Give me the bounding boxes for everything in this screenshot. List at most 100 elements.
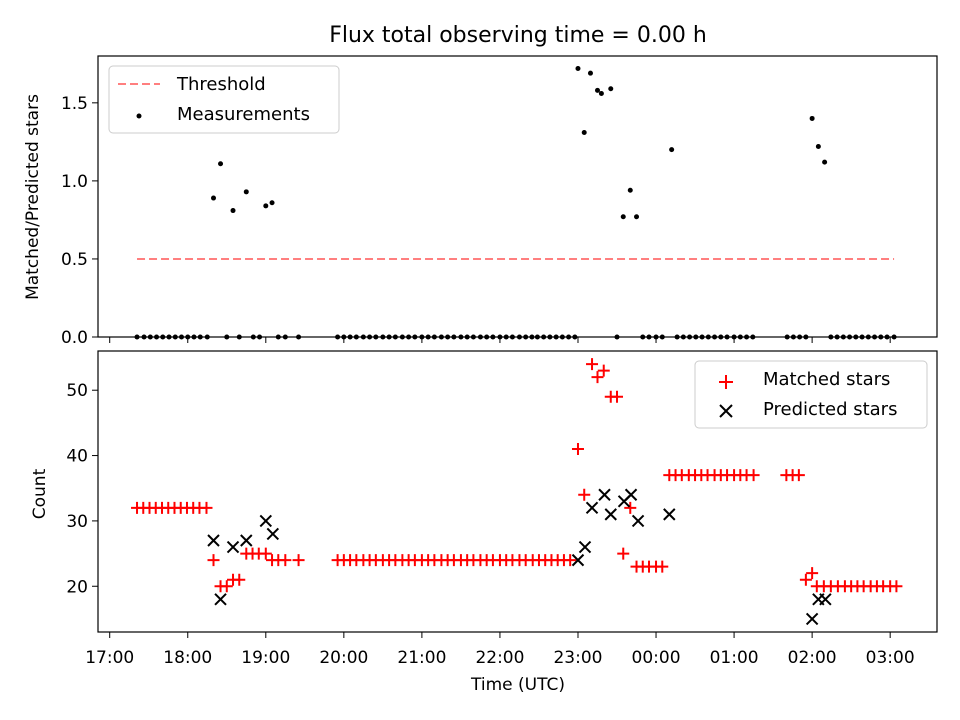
ratio-panel-y-axis: 0.0 0.5 1.0 1.5 bbox=[61, 94, 98, 348]
predicted-star-point bbox=[631, 514, 645, 528]
ratio-panel: 0.0 0.5 1.0 1.5 Matched/Predicted stars Thr… bbox=[23, 55, 938, 348]
count-x-tick-label: 23:00 bbox=[553, 648, 602, 668]
predicted-legend-label: Predicted stars bbox=[763, 399, 897, 420]
matched-star-point bbox=[799, 573, 812, 586]
matched-star-point bbox=[259, 547, 272, 560]
matched-star-point bbox=[624, 501, 637, 514]
measurement-point bbox=[230, 208, 236, 214]
count-x-tick-label: 19:00 bbox=[241, 648, 290, 668]
matched-legend-label: Matched stars bbox=[763, 369, 890, 390]
measurement-point bbox=[594, 87, 600, 93]
measurement-point bbox=[627, 187, 633, 193]
predicted-star-point bbox=[604, 508, 617, 521]
ratio-y-tick-label: 1.0 bbox=[61, 172, 88, 192]
measurement-point bbox=[809, 115, 815, 121]
ratio-y-tick-label: 1.5 bbox=[61, 94, 88, 114]
measurements-legend-swatch bbox=[136, 113, 142, 119]
measurement-point bbox=[669, 147, 675, 153]
ratio-legend: Threshold Measurements bbox=[108, 65, 340, 134]
measurement-point bbox=[587, 70, 593, 76]
ratio-y-tick-label: 0.5 bbox=[61, 250, 88, 270]
measurement-point bbox=[608, 86, 614, 92]
count-x-tick-label: 20:00 bbox=[319, 648, 368, 668]
matched-star-point bbox=[890, 580, 903, 593]
measurement-point bbox=[598, 90, 604, 96]
predicted-star-point bbox=[598, 488, 611, 501]
matched-star-point bbox=[611, 390, 624, 403]
ratio-panel-frame bbox=[97, 55, 938, 338]
count-panel: 20 30 40 50 17:00 18:00 19:00 20:00 21:00 22:00 2… bbox=[30, 350, 938, 695]
measurement-point bbox=[815, 144, 821, 150]
measurement-point bbox=[211, 195, 217, 201]
ratio-panel-x-ticks bbox=[109, 337, 891, 343]
matched-star-point bbox=[578, 488, 591, 501]
predicted-star-point bbox=[571, 553, 585, 567]
matched-star-point bbox=[200, 501, 213, 514]
count-x-tick-label: 03:00 bbox=[866, 648, 915, 668]
predicted-star-point bbox=[663, 508, 676, 521]
measurement-point bbox=[581, 129, 587, 135]
predicted-star-point bbox=[578, 540, 592, 554]
count-x-tick-label: 01:00 bbox=[710, 648, 759, 668]
count-y-tick-label: 20 bbox=[66, 577, 88, 597]
ratio-panel-ylabel: Matched/Predicted stars bbox=[23, 94, 43, 300]
count-panel-markers bbox=[131, 358, 903, 626]
matched-star-point bbox=[279, 554, 292, 567]
count-y-tick-label: 40 bbox=[66, 447, 88, 467]
predicted-star-point bbox=[266, 527, 280, 541]
count-panel-frame bbox=[97, 350, 938, 633]
count-x-tick-label: 21:00 bbox=[397, 648, 446, 668]
count-x-tick-label: 00:00 bbox=[632, 648, 681, 668]
predicted-star-point bbox=[624, 488, 638, 501]
measurement-point bbox=[243, 189, 249, 195]
count-x-tick-label: 18:00 bbox=[163, 648, 212, 668]
predicted-star-point bbox=[226, 540, 240, 554]
measurement-point bbox=[575, 65, 581, 71]
measurement-point bbox=[634, 214, 640, 220]
ratio-y-tick-label: 0.0 bbox=[61, 328, 88, 348]
measurement-point bbox=[269, 200, 275, 206]
matched-star-point bbox=[571, 443, 584, 456]
matched-star-point bbox=[220, 580, 233, 593]
matched-star-point bbox=[792, 469, 805, 482]
predicted-legend-swatch bbox=[719, 404, 733, 418]
predicted-star-point bbox=[214, 593, 227, 606]
predicted-star-point bbox=[585, 501, 599, 515]
count-panel-y-axis: 20 30 40 50 bbox=[66, 381, 98, 597]
count-legend: Matched stars Predicted stars bbox=[694, 360, 928, 429]
matched-legend-swatch bbox=[719, 375, 733, 389]
matched-star-point bbox=[564, 554, 577, 567]
ratio-legend-box bbox=[108, 65, 340, 134]
matched-star-point bbox=[656, 560, 669, 573]
predicted-star-point bbox=[207, 534, 220, 547]
predicted-star-point bbox=[240, 534, 253, 547]
threshold-legend-label: Threshold bbox=[176, 74, 266, 95]
matched-star-point bbox=[597, 364, 610, 377]
predicted-star-point bbox=[819, 593, 832, 606]
matched-star-point bbox=[233, 573, 246, 586]
measurement-point bbox=[218, 161, 224, 167]
measurements-legend-label: Measurements bbox=[177, 104, 310, 125]
matched-star-point bbox=[747, 469, 760, 482]
measurement-point bbox=[263, 203, 269, 209]
matched-star-point bbox=[292, 554, 305, 567]
count-panel-xlabel: Time (UTC) bbox=[470, 675, 565, 695]
count-x-tick-label: 17:00 bbox=[85, 648, 134, 668]
count-y-tick-label: 50 bbox=[66, 381, 88, 401]
count-x-tick-label: 22:00 bbox=[475, 648, 524, 668]
count-y-tick-label: 30 bbox=[66, 512, 88, 532]
matched-star-point bbox=[207, 554, 220, 567]
count-x-tick-label: 02:00 bbox=[788, 648, 837, 668]
count-panel-x-axis: 17:00 18:00 19:00 20:00 21:00 22:00 23:00 00:00… bbox=[85, 632, 915, 668]
count-panel-ylabel: Count bbox=[30, 468, 50, 519]
predicted-star-point bbox=[805, 612, 819, 626]
figure-title: Flux total observing time = 0.00 h bbox=[329, 23, 707, 48]
measurement-point bbox=[822, 159, 828, 165]
predicted-star-point bbox=[259, 514, 273, 528]
count-legend-box bbox=[694, 360, 928, 429]
matched-star-point bbox=[586, 358, 599, 371]
matched-star-point bbox=[591, 371, 604, 384]
matched-star-point bbox=[806, 567, 819, 580]
matched-star-point bbox=[617, 547, 630, 560]
